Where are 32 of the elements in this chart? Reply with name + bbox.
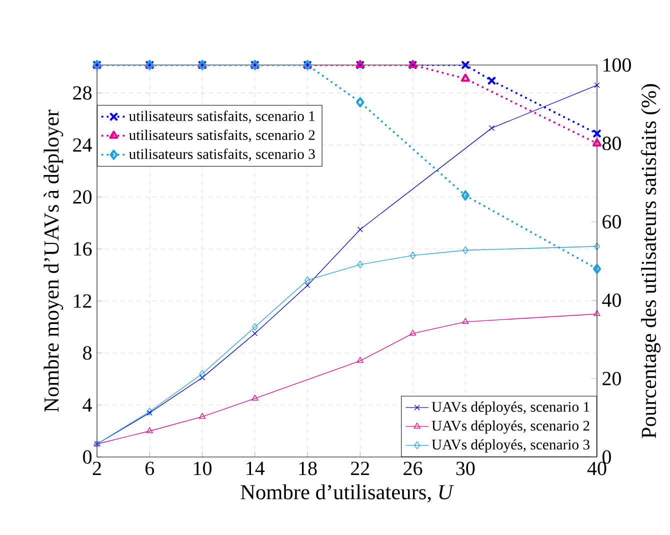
x-tick-label: 26 bbox=[404, 462, 422, 476]
y-tick-label: 16 bbox=[74, 242, 92, 256]
legend-label: utilisateurs satisfaits, scenario 1 bbox=[129, 110, 315, 124]
x-tick-label: 6 bbox=[145, 462, 154, 476]
x-axis-title: Nombre d’utilisateurs, U bbox=[240, 484, 454, 502]
y-tick-label: 8 bbox=[83, 346, 92, 360]
legend-label: UAVs déployés, scenario 2 bbox=[432, 420, 590, 434]
y2-tick-label: 0 bbox=[602, 450, 611, 464]
legend-label: utilisateurs satisfaits, scenario 3 bbox=[129, 148, 315, 162]
y-tick-label: 12 bbox=[74, 294, 92, 308]
y-tick-label: 24 bbox=[73, 138, 92, 152]
legend-label: UAVs déployés, scenario 3 bbox=[432, 439, 590, 453]
x-tick-label: 10 bbox=[194, 462, 212, 476]
x-tick-label: 2 bbox=[92, 462, 101, 475]
legend-label: utilisateurs satisfaits, scenario 2 bbox=[129, 130, 315, 142]
y-tick-label: 4 bbox=[82, 398, 92, 412]
y2-tick-label: 80 bbox=[602, 136, 621, 150]
legend-label: UAVs déployés, scenario 1 bbox=[432, 401, 590, 415]
y-tick-label: 28 bbox=[73, 86, 92, 100]
y-tick-label: 20 bbox=[73, 190, 92, 204]
y2-tick-label: 60 bbox=[602, 215, 621, 229]
y-axis-title: Nombre moyen d’UAVs à déployer bbox=[44, 110, 64, 412]
y2-tick-label: 40 bbox=[602, 293, 621, 307]
x-tick-label: 18 bbox=[299, 462, 317, 476]
y2-tick-label: 20 bbox=[602, 372, 621, 386]
x-tick-label: 22 bbox=[351, 462, 370, 475]
x-tick-label: 40 bbox=[587, 462, 606, 476]
y2-tick-label: 100 bbox=[603, 58, 631, 72]
y2-axis-title: Pourcentage des utilisateurs satisfaits (%) bbox=[640, 84, 660, 438]
x-tick-label: 14 bbox=[246, 462, 265, 475]
y-tick-label: 0 bbox=[83, 450, 92, 464]
x-tick-label: 30 bbox=[456, 462, 475, 476]
